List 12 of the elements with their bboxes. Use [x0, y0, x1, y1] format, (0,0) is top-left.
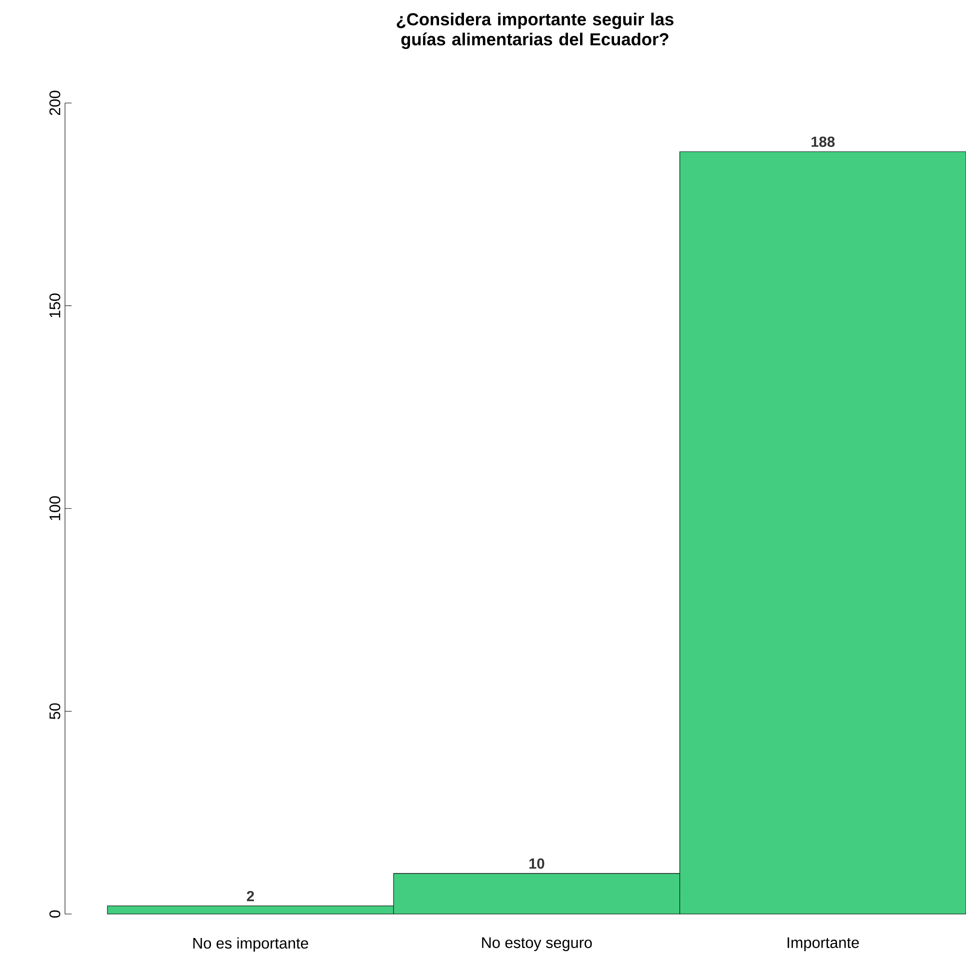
data-label: 2	[246, 890, 254, 902]
y-tick-label: 100	[49, 496, 60, 520]
y-tick-label: 50	[49, 703, 60, 720]
x-tick-label: Importante	[788, 937, 859, 952]
y-tick-label: 150	[49, 294, 60, 318]
data-label: 10	[529, 858, 544, 869]
data-label: 188	[812, 136, 835, 147]
chart-title: ¿Considera importante seguir las guías alimentarias del Ecuador?	[396, 12, 674, 49]
x-tick-label: No estoy seguro	[482, 937, 592, 952]
y-tick-label: 0	[49, 910, 60, 918]
y-tick-label: 200	[49, 90, 60, 116]
x-tick-label: No es importante	[193, 937, 308, 952]
